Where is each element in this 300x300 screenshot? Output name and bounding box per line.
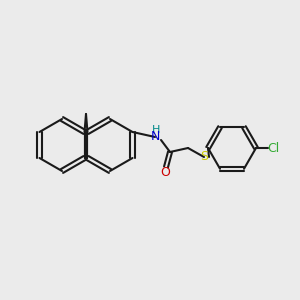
Text: N: N: [150, 130, 160, 143]
Text: Cl: Cl: [267, 142, 279, 154]
Text: S: S: [200, 151, 208, 164]
Text: O: O: [160, 166, 170, 178]
Text: H: H: [152, 125, 160, 135]
